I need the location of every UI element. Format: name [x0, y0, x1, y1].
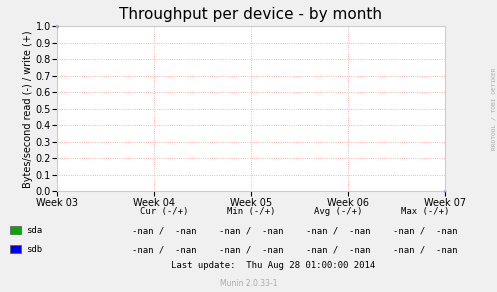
Y-axis label: Bytes/second read (-) / write (+): Bytes/second read (-) / write (+) — [23, 30, 33, 187]
Text: Cur (-/+): Cur (-/+) — [140, 207, 188, 216]
Text: -nan /  -nan: -nan / -nan — [219, 245, 283, 254]
Text: Last update:  Thu Aug 28 01:00:00 2014: Last update: Thu Aug 28 01:00:00 2014 — [171, 261, 375, 270]
Text: -nan /  -nan: -nan / -nan — [132, 226, 196, 235]
Text: RRDTOOL / TOBI OETIKER: RRDTOOL / TOBI OETIKER — [491, 67, 496, 150]
Text: Min (-/+): Min (-/+) — [227, 207, 275, 216]
Text: -nan /  -nan: -nan / -nan — [219, 226, 283, 235]
Text: -nan /  -nan: -nan / -nan — [306, 245, 370, 254]
Text: -nan /  -nan: -nan / -nan — [393, 245, 457, 254]
Title: Throughput per device - by month: Throughput per device - by month — [119, 7, 383, 22]
Text: sdb: sdb — [26, 245, 42, 254]
Text: Max (-/+): Max (-/+) — [401, 207, 449, 216]
Text: -nan /  -nan: -nan / -nan — [393, 226, 457, 235]
Text: -nan /  -nan: -nan / -nan — [132, 245, 196, 254]
Text: sda: sda — [26, 226, 42, 235]
Text: Avg (-/+): Avg (-/+) — [314, 207, 362, 216]
Text: Munin 2.0.33-1: Munin 2.0.33-1 — [220, 279, 277, 288]
Text: -nan /  -nan: -nan / -nan — [306, 226, 370, 235]
